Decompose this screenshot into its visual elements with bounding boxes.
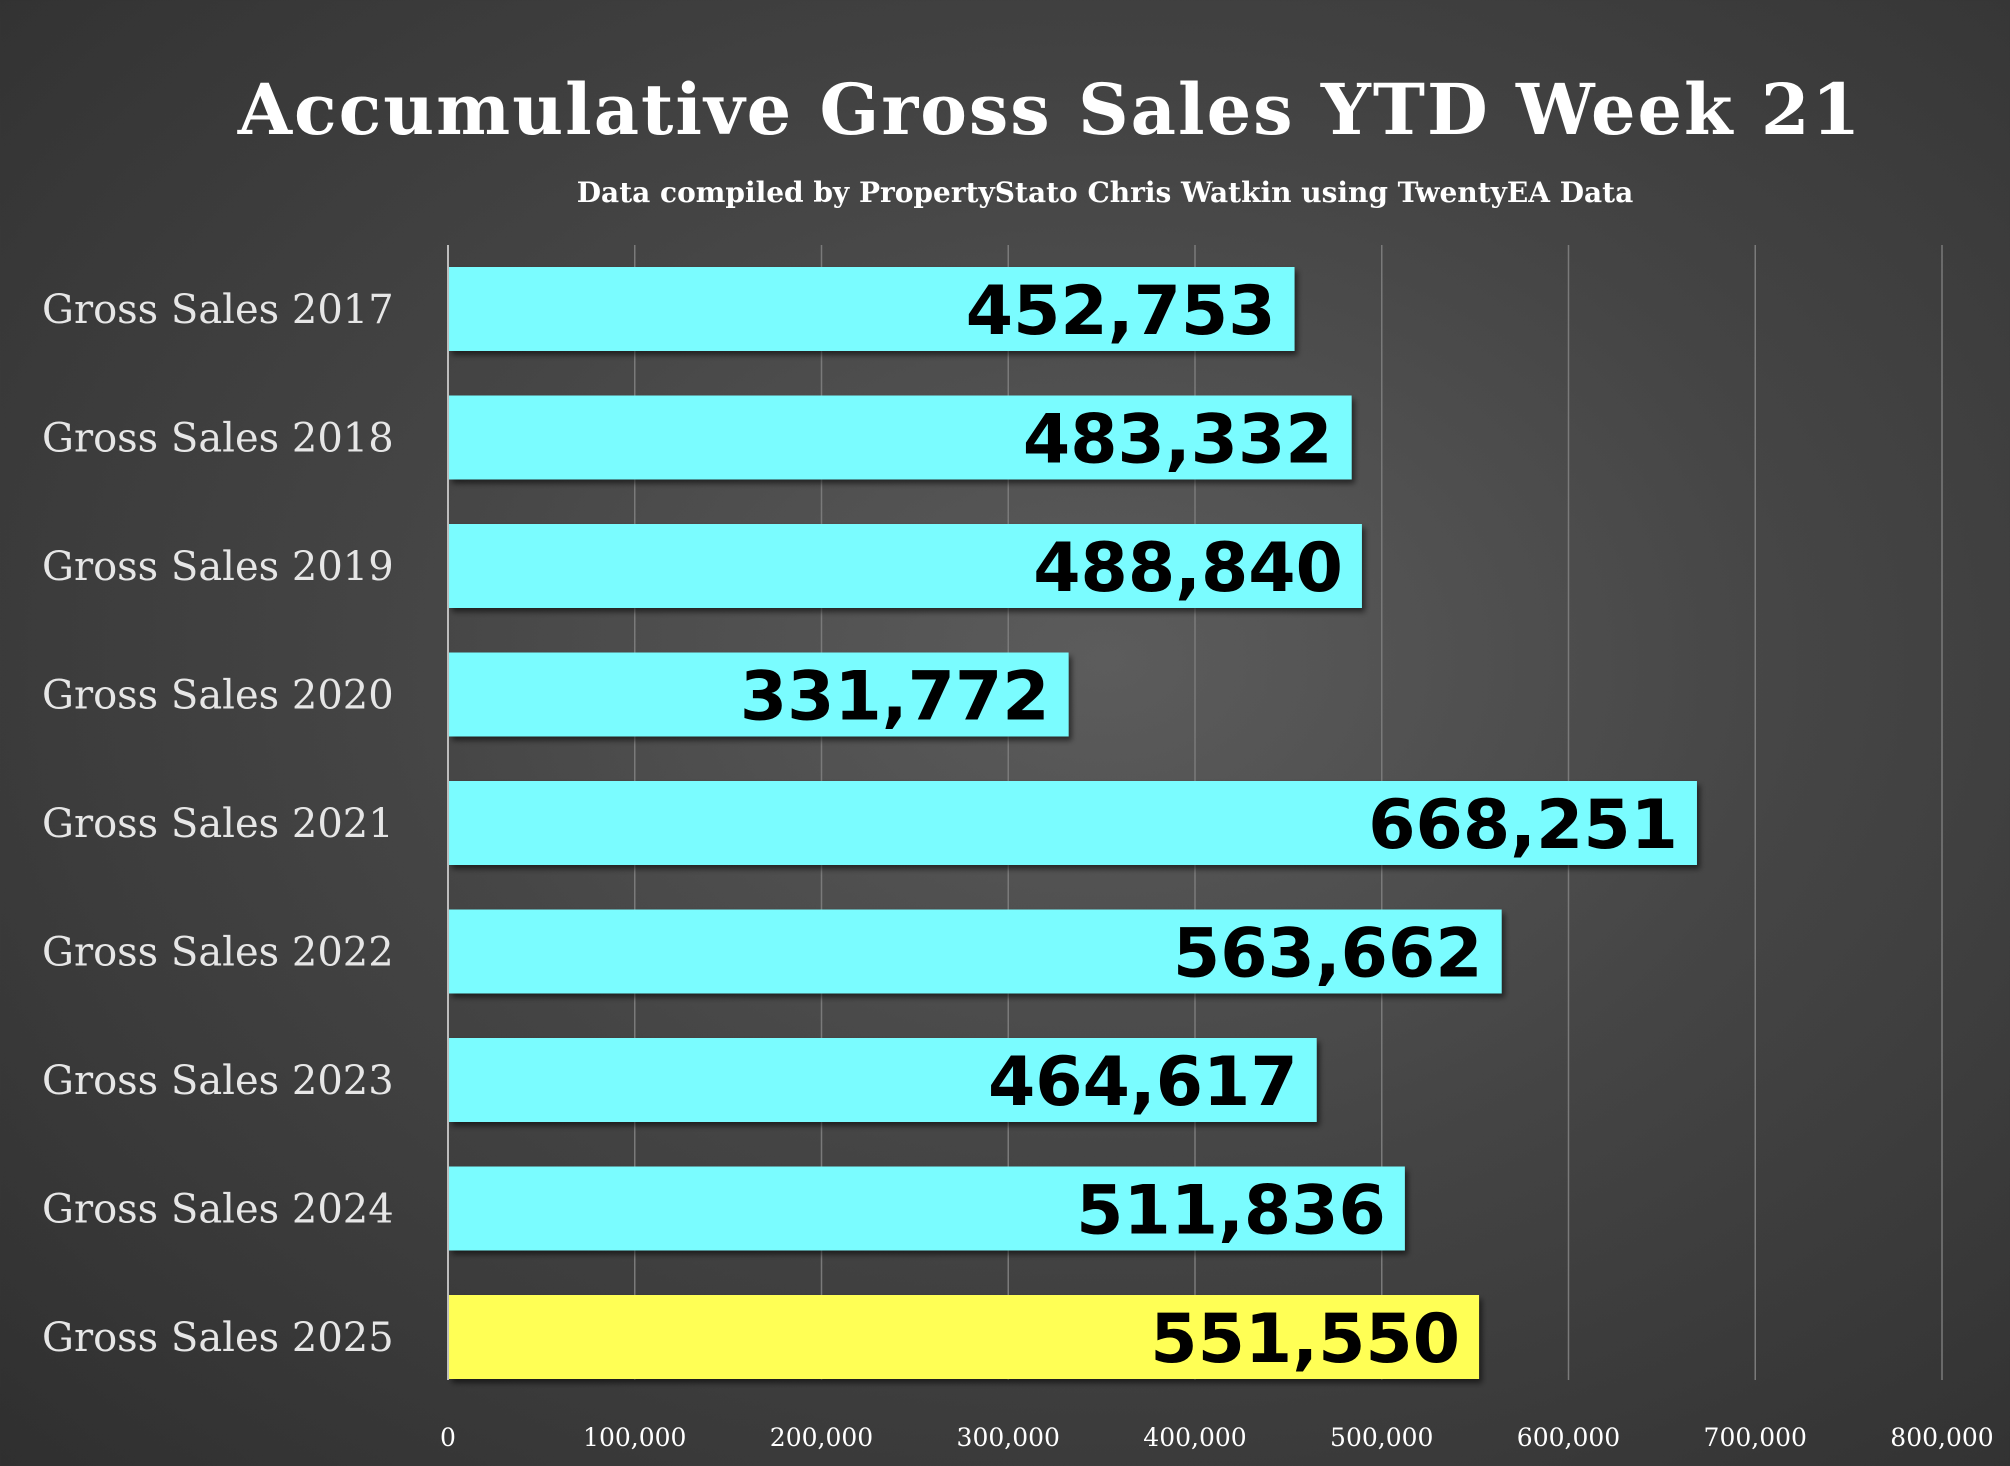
bar-value-label: 551,550: [1150, 1300, 1460, 1379]
category-label: Gross Sales 2025: [42, 1315, 394, 1361]
x-tick-label: 300,000: [957, 1423, 1060, 1452]
chart-subtitle: Data compiled by PropertyStato Chris Wat…: [576, 176, 1634, 209]
bar: [449, 524, 1362, 608]
x-tick-label: 100,000: [583, 1423, 686, 1452]
x-axis: 0 100,000 200,000 300,000 400,000 500,000 600,…: [440, 245, 1994, 1452]
bar-value-label: 668,251: [1368, 786, 1678, 865]
category-axis: Gross Sales 2017 Gross Sales 2018 Gross Sa…: [42, 287, 394, 1361]
bar-value-label: 464,617: [988, 1043, 1298, 1122]
x-tick-label: 200,000: [770, 1423, 873, 1452]
x-tick-label: 400,000: [1143, 1423, 1246, 1452]
chart-title: Accumulative Gross Sales YTD Week 21: [237, 68, 1863, 151]
bar-value-label: 488,840: [1033, 529, 1343, 608]
x-tick-label: 500,000: [1330, 1423, 1433, 1452]
bar-value-label: 563,662: [1173, 915, 1483, 994]
bars: 452,753 483,332 488,840 331,772 668,251 563,6…: [449, 267, 1697, 1379]
category-label: Gross Sales 2022: [42, 930, 394, 976]
category-label: Gross Sales 2018: [42, 416, 394, 462]
x-tick-label: 600,000: [1517, 1423, 1620, 1452]
category-label: Gross Sales 2017: [42, 287, 394, 333]
category-label: Gross Sales 2020: [42, 673, 394, 719]
bar-value-label: 483,332: [1023, 401, 1333, 480]
bar-value-label: 331,772: [740, 658, 1050, 737]
bar-value-label: 511,836: [1076, 1172, 1386, 1251]
x-tick-label: 800,000: [1890, 1423, 1993, 1452]
category-label: Gross Sales 2024: [42, 1187, 394, 1233]
x-tick-label: 700,000: [1704, 1423, 1807, 1452]
bar: [449, 909, 1502, 994]
bar: [449, 1295, 1480, 1379]
bar: [449, 652, 1069, 737]
bar: [449, 781, 1697, 865]
bar: [449, 1038, 1317, 1122]
category-label: Gross Sales 2021: [42, 801, 394, 847]
bar-value-label: 452,753: [966, 272, 1276, 351]
x-tick-label: 0: [440, 1423, 456, 1452]
category-label: Gross Sales 2019: [42, 544, 394, 590]
category-label: Gross Sales 2023: [42, 1058, 394, 1104]
bar: [449, 395, 1352, 480]
bar: [449, 267, 1295, 351]
bar: [449, 1166, 1405, 1251]
